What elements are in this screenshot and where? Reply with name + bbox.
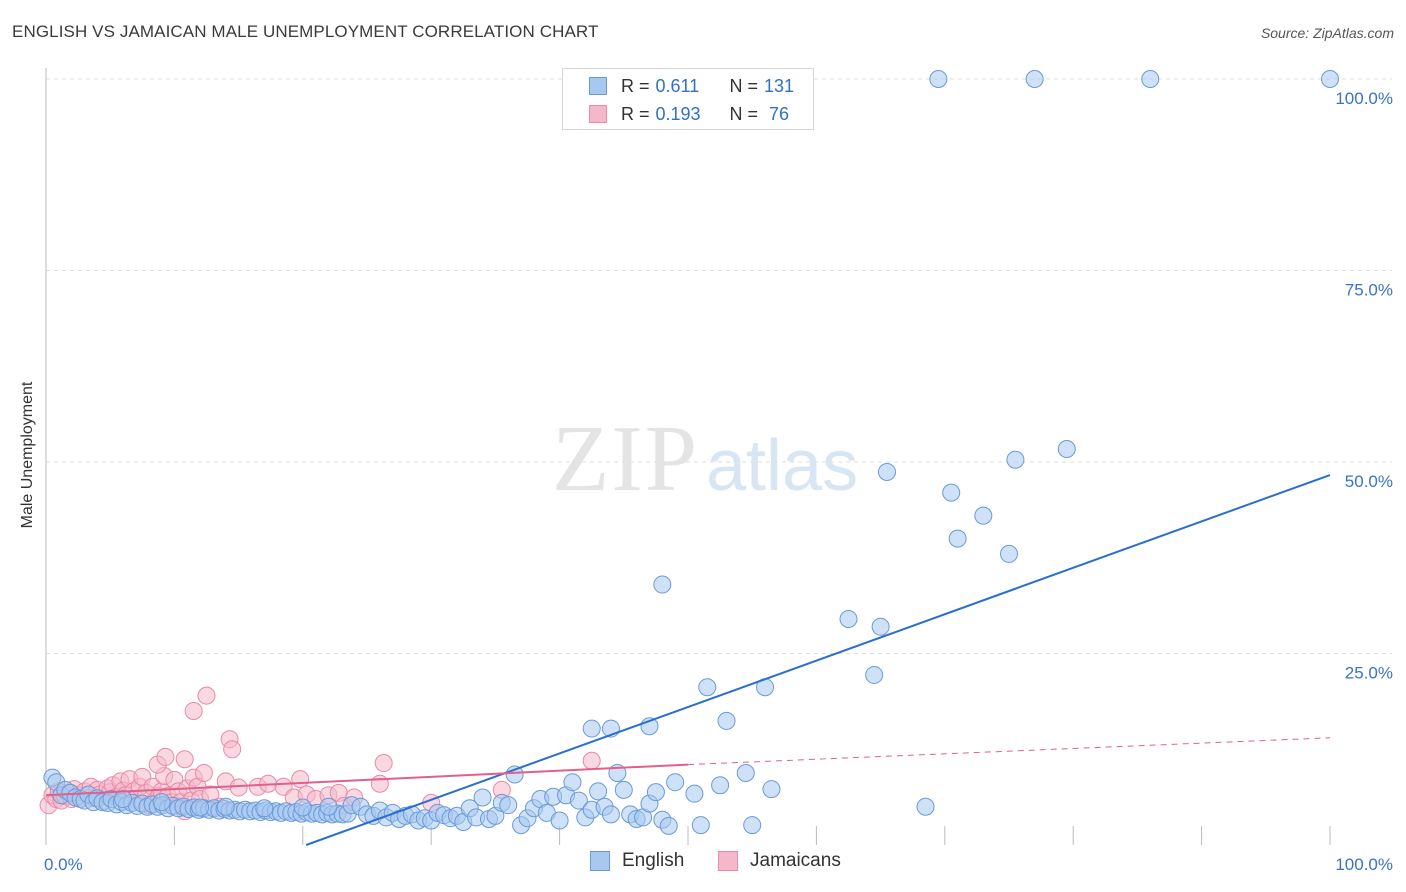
watermark-atlas: atlas xyxy=(706,426,858,506)
english-point xyxy=(569,791,588,810)
y-tick-label: 100.0% xyxy=(1335,89,1393,108)
y-tick-label: 75.0% xyxy=(1345,281,1393,300)
jamaicans-point xyxy=(223,740,242,759)
english-point xyxy=(659,816,678,835)
jamaicans-point xyxy=(175,750,194,769)
english-point xyxy=(974,506,993,525)
english-point xyxy=(685,784,704,803)
english-point xyxy=(1025,70,1044,88)
english-point xyxy=(942,483,961,502)
english-point xyxy=(505,765,524,784)
n-value: 76 xyxy=(764,103,790,124)
jamaicans-point xyxy=(370,774,389,793)
gridlines xyxy=(46,78,1392,654)
english-point xyxy=(1000,544,1018,563)
english-point xyxy=(691,816,710,835)
english-point xyxy=(499,796,518,815)
r-label: R = xyxy=(621,103,650,124)
tick-labels: 25.0% 50.0% 75.0% 100.0% 0.0% 100.0% xyxy=(44,89,1393,874)
jamaicans-point xyxy=(194,763,213,782)
legend-item-english[interactable]: English xyxy=(590,850,684,872)
english-point xyxy=(666,773,685,792)
english-point xyxy=(473,788,492,807)
jamaicans-point xyxy=(374,754,393,773)
english-point xyxy=(865,665,884,684)
jamaicans-point xyxy=(197,686,216,705)
english-point xyxy=(736,763,755,782)
legend-english-label: English xyxy=(622,850,685,871)
watermark: ZIP atlas xyxy=(552,407,858,511)
legend-jamaicans-label: Jamaicans xyxy=(750,850,841,871)
source-credit: Source: ZipAtlas.com xyxy=(1260,25,1394,41)
english-swatch xyxy=(589,77,607,95)
n-label: N = xyxy=(729,103,759,124)
jamaicans-point xyxy=(291,770,310,789)
y-tick-label: 25.0% xyxy=(1345,664,1393,683)
trend-lines xyxy=(45,474,1331,846)
english-point xyxy=(871,617,890,636)
jamaicans-trend-extension xyxy=(687,737,1331,766)
watermark-zip: ZIP xyxy=(552,407,699,511)
english-point xyxy=(191,798,210,817)
english-point xyxy=(1321,70,1339,88)
jamaicans-point xyxy=(582,751,601,770)
jamaicans-point xyxy=(156,747,175,766)
english-swatch xyxy=(590,851,610,871)
jamaicans-point xyxy=(229,778,248,797)
r-value: 0.611 xyxy=(655,75,700,96)
jamaicans-swatch xyxy=(718,851,738,871)
correlation-legend: R = 0.611 N = 131 R = 0.193 N = 76 xyxy=(562,68,814,130)
english-point xyxy=(711,776,730,795)
english-trend-line xyxy=(305,474,1331,846)
english-point xyxy=(717,711,736,730)
english-point xyxy=(614,780,633,799)
n-label: N = xyxy=(729,75,759,96)
series-legend: English Jamaicans xyxy=(0,850,1406,878)
x-tick-label: 0.0% xyxy=(44,855,83,874)
y-tick-label: 50.0% xyxy=(1345,472,1393,491)
r-value: 0.193 xyxy=(655,103,701,124)
english-point xyxy=(878,462,897,481)
english-points xyxy=(43,70,1339,835)
english-point xyxy=(839,610,858,629)
n-value: 131 xyxy=(764,75,795,96)
english-point xyxy=(916,797,935,816)
legend-item-jamaicans[interactable]: Jamaicans xyxy=(718,850,841,872)
english-point xyxy=(293,798,312,817)
english-point xyxy=(216,797,235,816)
english-point xyxy=(319,797,338,816)
chart-title: ENGLISH VS JAMAICAN MALE UNEMPLOYMENT CO… xyxy=(12,22,599,41)
english-point xyxy=(646,783,665,802)
english-point xyxy=(762,780,781,799)
x-tick-label: 100.0% xyxy=(1335,855,1393,874)
english-point xyxy=(1006,450,1025,469)
english-point xyxy=(255,799,274,818)
english-point xyxy=(653,575,672,594)
english-point xyxy=(152,793,171,812)
jamaicans-swatch xyxy=(589,105,607,123)
english-point xyxy=(698,678,717,697)
english-point xyxy=(743,816,762,835)
jamaicans-trend-line xyxy=(45,763,689,797)
english-point xyxy=(114,790,133,809)
english-point xyxy=(582,719,601,738)
english-point xyxy=(589,782,608,801)
r-label: R = xyxy=(621,75,650,96)
english-point xyxy=(563,773,582,792)
english-point xyxy=(948,529,967,548)
legend-row-jamaicans: R = 0.193 N = 76 xyxy=(589,101,789,127)
english-point xyxy=(1057,439,1076,458)
english-point xyxy=(550,811,569,830)
english-point xyxy=(1141,70,1160,88)
legend-row-english: R = 0.611 N = 131 xyxy=(589,73,794,99)
english-point xyxy=(929,70,948,88)
english-point xyxy=(601,805,620,824)
jamaicans-point xyxy=(184,701,203,720)
